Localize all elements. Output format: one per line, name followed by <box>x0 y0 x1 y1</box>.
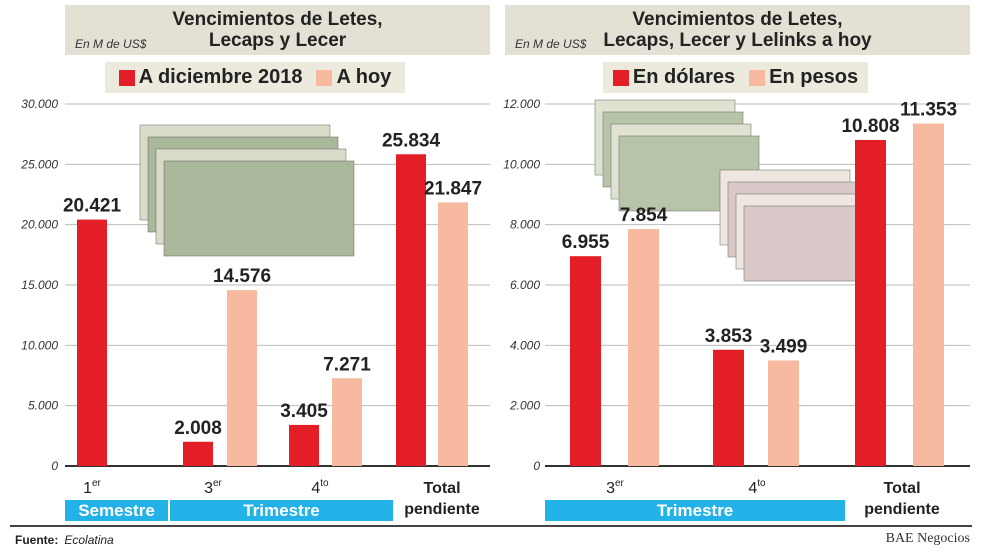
legend-label: En pesos <box>769 66 859 88</box>
left-chart-title: Vencimientos de Letes, Lecaps y Lecer <box>172 9 383 51</box>
y-tick-label: 4.000 <box>510 338 540 352</box>
legend-item-pesos: En pesos <box>749 66 858 89</box>
data-label: 10.808 <box>841 116 899 137</box>
category-label: 3er <box>204 478 222 497</box>
category-label: 1er <box>83 478 101 497</box>
data-label: 3.853 <box>705 326 753 347</box>
group-band-trimestre-right: Trimestre <box>545 500 845 521</box>
y-tick-label: 10.000 <box>21 338 58 352</box>
brand: BAE Negocios <box>885 531 970 546</box>
y-tick-label: 25.000 <box>20 157 58 171</box>
bar <box>768 360 799 466</box>
right-legend: En dólares En pesos <box>603 62 868 93</box>
bar <box>332 378 362 466</box>
category-label: 3er <box>606 478 624 497</box>
legend-item-dolares: En dólares <box>612 66 736 89</box>
data-label: 25.834 <box>382 130 441 151</box>
left-unit-label: En M de US$ <box>75 37 147 51</box>
bar <box>570 256 601 466</box>
bar <box>183 441 213 466</box>
footer-divider <box>10 525 972 527</box>
left-legend: A diciembre 2018 A hoy <box>105 62 405 93</box>
bar <box>289 424 319 466</box>
data-label: 3.405 <box>280 401 328 422</box>
y-tick-label: 6.000 <box>510 278 540 292</box>
y-tick-label: 30.000 <box>21 97 58 111</box>
bar <box>227 290 257 466</box>
group-band-trimestre-left: Trimestre <box>170 500 393 521</box>
y-tick-label: 10.000 <box>503 157 540 171</box>
source-value: Ecolatina <box>64 533 114 547</box>
y-tick-label: 15.000 <box>21 278 58 292</box>
legend-label: En dólares <box>632 66 736 88</box>
y-tick-label: 12.000 <box>503 97 540 111</box>
category-label: 4to <box>748 478 766 497</box>
bar <box>855 139 886 466</box>
right-title-box: Vencimientos de Letes, Lecaps, Lecer y L… <box>505 5 970 55</box>
data-label: 2.008 <box>174 418 222 439</box>
group-band-semestre: Semestre <box>65 500 168 521</box>
footer-source: Fuente: Ecolatina <box>15 533 114 547</box>
bar <box>713 349 744 466</box>
legend-swatch <box>118 69 135 86</box>
bar <box>77 219 107 466</box>
left-title-box: Vencimientos de Letes, Lecaps y Lecer En… <box>65 5 490 55</box>
data-label: 7.271 <box>323 354 371 375</box>
source-label: Fuente: <box>15 533 59 547</box>
y-tick-label: 0 <box>51 459 58 473</box>
data-label: 3.499 <box>760 336 808 357</box>
y-tick-label: 0 <box>533 459 540 473</box>
legend-item-dec-2018: A diciembre 2018 <box>118 66 303 89</box>
data-label: 20.421 <box>63 196 122 217</box>
legend-label: A hoy <box>336 66 392 88</box>
legend-label: A diciembre 2018 <box>138 66 303 88</box>
category-label: pendiente <box>404 501 480 518</box>
bar <box>628 229 659 466</box>
bar <box>396 154 426 467</box>
data-label: 11.353 <box>900 100 957 121</box>
category-label: pendiente <box>864 501 940 518</box>
pesos-picture <box>719 169 875 282</box>
data-label: 21.847 <box>424 178 482 199</box>
legend-swatch <box>612 69 629 86</box>
bar <box>913 123 944 467</box>
y-tick-label: 20.000 <box>20 218 58 232</box>
legend-swatch <box>749 69 766 86</box>
data-label: 7.854 <box>620 205 668 226</box>
data-label: 6.955 <box>562 232 610 253</box>
category-label: Total <box>883 480 920 497</box>
category-label: 4to <box>311 478 329 497</box>
right-chart-title: Vencimientos de Letes, Lecaps, Lecer y L… <box>603 9 872 51</box>
legend-swatch <box>316 69 333 86</box>
y-tick-label: 8.000 <box>510 218 540 232</box>
legend-item-a-hoy: A hoy <box>316 66 391 89</box>
bar <box>438 202 468 467</box>
y-tick-label: 5.000 <box>28 399 58 413</box>
money-picture <box>139 124 355 257</box>
category-label: Total <box>423 480 460 497</box>
y-tick-label: 2.000 <box>509 399 540 413</box>
data-label: 14.576 <box>213 266 271 287</box>
right-unit-label: En M de US$ <box>515 37 587 51</box>
